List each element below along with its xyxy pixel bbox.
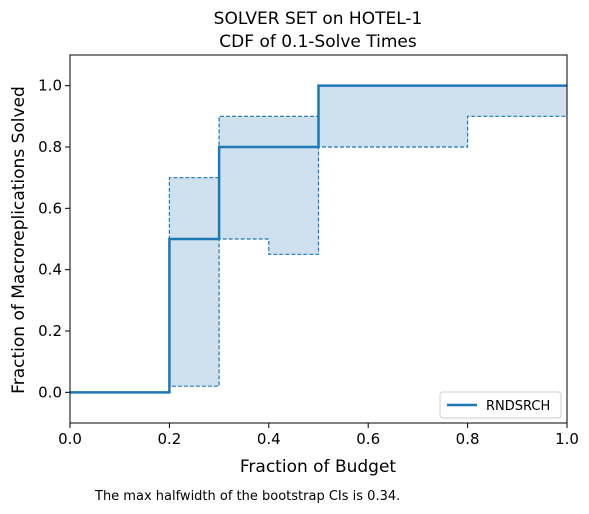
legend-label-rndsrch: RNDSRCH xyxy=(486,399,550,414)
x-tick-label: 0.0 xyxy=(58,430,82,448)
y-tick-label: 0.8 xyxy=(38,138,62,156)
x-axis: 0.0 0.2 0.4 0.6 0.8 1.0 xyxy=(58,423,579,448)
series-line-rndsrch xyxy=(70,84,567,394)
chart-subtitle: CDF of 0.1-Solve Times xyxy=(219,32,417,52)
y-tick-label: 0.6 xyxy=(38,199,62,217)
x-tick-label: 0.2 xyxy=(157,430,181,448)
y-tick-label: 0.4 xyxy=(38,261,62,279)
x-tick-label: 0.4 xyxy=(257,430,281,448)
y-axis-label: Fraction of Macroreplications Solved xyxy=(9,86,29,394)
plot-area xyxy=(70,84,567,394)
legend-box xyxy=(439,391,562,419)
legend: RNDSRCH xyxy=(439,391,562,419)
axes-frame xyxy=(69,54,568,424)
halfwidth-annotation: The max halfwidth of the bootstrap CIs i… xyxy=(94,489,400,504)
x-tick-label: 0.6 xyxy=(356,430,380,448)
x-tick-label: 1.0 xyxy=(555,430,579,448)
x-axis-label: Fraction of Budget xyxy=(240,457,397,477)
x-tick-label: 0.8 xyxy=(456,430,480,448)
y-tick-label: 0.2 xyxy=(38,322,62,340)
y-tick-label: 1.0 xyxy=(38,77,62,95)
y-tick-label: 0.0 xyxy=(38,383,62,401)
chart-title: SOLVER SET on HOTEL-1 xyxy=(214,9,423,29)
confidence-lower-bound xyxy=(70,115,567,393)
y-axis: 0.0 0.2 0.4 0.6 0.8 1.0 xyxy=(38,77,70,401)
